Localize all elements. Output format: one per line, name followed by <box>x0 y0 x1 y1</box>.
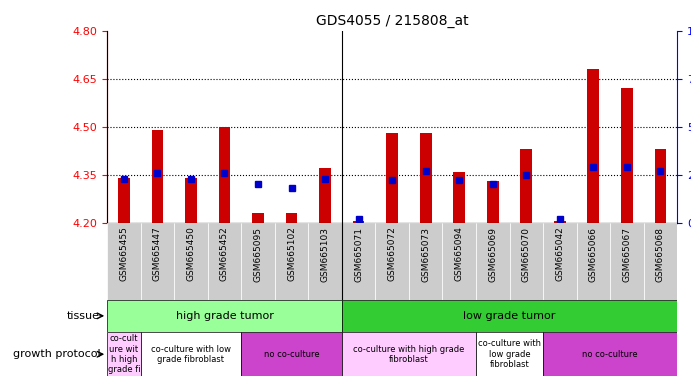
Text: GSM665103: GSM665103 <box>321 227 330 281</box>
Bar <box>241 223 275 300</box>
Text: growth protocol: growth protocol <box>12 349 100 359</box>
Bar <box>118 178 130 223</box>
Text: GSM665072: GSM665072 <box>388 227 397 281</box>
Text: GSM665069: GSM665069 <box>489 227 498 281</box>
Text: GSM665066: GSM665066 <box>589 227 598 281</box>
Title: GDS4055 / 215808_at: GDS4055 / 215808_at <box>316 14 468 28</box>
Text: GSM665455: GSM665455 <box>120 227 129 281</box>
Bar <box>174 223 208 300</box>
Bar <box>241 332 342 376</box>
Bar <box>420 133 432 223</box>
Bar <box>654 149 666 223</box>
Bar <box>576 223 610 300</box>
Text: GSM665071: GSM665071 <box>354 227 363 281</box>
Text: GSM665042: GSM665042 <box>556 227 565 281</box>
Text: no co-culture: no co-culture <box>264 350 319 359</box>
Bar <box>509 223 543 300</box>
Bar <box>352 221 364 223</box>
Text: GSM665094: GSM665094 <box>455 227 464 281</box>
Text: co-culture with low
grade fibroblast: co-culture with low grade fibroblast <box>151 344 231 364</box>
Text: low grade tumor: low grade tumor <box>464 311 556 321</box>
Text: GSM665067: GSM665067 <box>623 227 632 281</box>
Bar <box>252 213 264 223</box>
Bar <box>543 223 576 300</box>
Bar <box>610 223 643 300</box>
Bar <box>218 127 230 223</box>
Bar <box>587 69 599 223</box>
Bar <box>342 300 677 332</box>
Bar <box>285 213 297 223</box>
Bar <box>554 221 566 223</box>
Bar <box>185 178 197 223</box>
Text: co-culture with
low grade
fibroblast: co-culture with low grade fibroblast <box>478 339 541 369</box>
Bar <box>342 223 375 300</box>
Bar <box>107 223 141 300</box>
Text: GSM665447: GSM665447 <box>153 227 162 281</box>
Bar <box>107 300 342 332</box>
Bar <box>141 223 174 300</box>
Bar <box>107 332 141 376</box>
Bar <box>453 172 465 223</box>
Bar <box>208 223 241 300</box>
Bar <box>543 332 677 376</box>
Text: GSM665102: GSM665102 <box>287 227 296 281</box>
Bar <box>375 223 409 300</box>
Text: GSM665070: GSM665070 <box>522 227 531 281</box>
Bar <box>342 332 476 376</box>
Bar <box>520 149 532 223</box>
Bar <box>141 332 241 376</box>
Bar <box>275 223 308 300</box>
Text: high grade tumor: high grade tumor <box>176 311 274 321</box>
Bar <box>151 130 163 223</box>
Bar <box>386 133 398 223</box>
Text: tissue: tissue <box>67 311 100 321</box>
Text: co-culture with high grade
fibroblast: co-culture with high grade fibroblast <box>353 344 464 364</box>
Bar <box>621 88 633 223</box>
Text: GSM665073: GSM665073 <box>422 227 430 281</box>
Text: GSM665450: GSM665450 <box>187 227 196 281</box>
Text: GSM665095: GSM665095 <box>254 227 263 281</box>
Text: GSM665452: GSM665452 <box>220 227 229 281</box>
Text: no co-culture: no co-culture <box>583 350 638 359</box>
Bar <box>319 168 331 223</box>
Bar <box>442 223 476 300</box>
Text: GSM665068: GSM665068 <box>656 227 665 281</box>
Bar <box>643 223 677 300</box>
Text: co-cult
ure wit
h high
grade fi: co-cult ure wit h high grade fi <box>108 334 140 374</box>
Bar <box>476 332 543 376</box>
Bar <box>308 223 342 300</box>
Bar <box>487 181 499 223</box>
Bar <box>476 223 509 300</box>
Bar <box>409 223 442 300</box>
